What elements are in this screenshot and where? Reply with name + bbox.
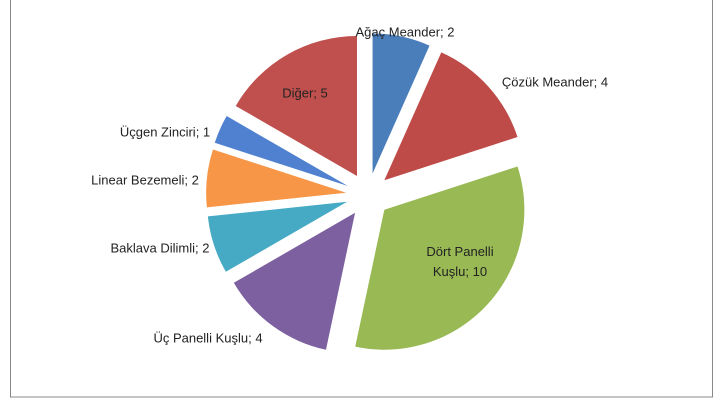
data-label: Üç Panelli Kuşlu; 4 bbox=[153, 330, 263, 346]
pie-slice bbox=[214, 116, 348, 187]
pie-slice bbox=[355, 166, 525, 350]
pie-slice bbox=[384, 52, 518, 181]
pie-slice bbox=[206, 149, 347, 208]
pie-slice bbox=[372, 33, 430, 174]
data-label: Çözük Meander; 4 bbox=[501, 74, 609, 90]
data-label: Diğer; 5 bbox=[282, 85, 328, 101]
data-label: Linear Bezemeli; 2 bbox=[91, 172, 199, 188]
data-label: Ağaç Meander; 2 bbox=[355, 24, 455, 40]
data-label: Dört Panelli Kuşlu; 10 bbox=[426, 244, 494, 279]
data-label: Baklava Dilimli; 2 bbox=[110, 240, 210, 256]
pie-slice bbox=[235, 35, 357, 176]
pie-slice bbox=[233, 212, 356, 350]
pie-slice bbox=[207, 201, 348, 272]
data-label: Üçgen Zinciri; 1 bbox=[119, 124, 211, 140]
